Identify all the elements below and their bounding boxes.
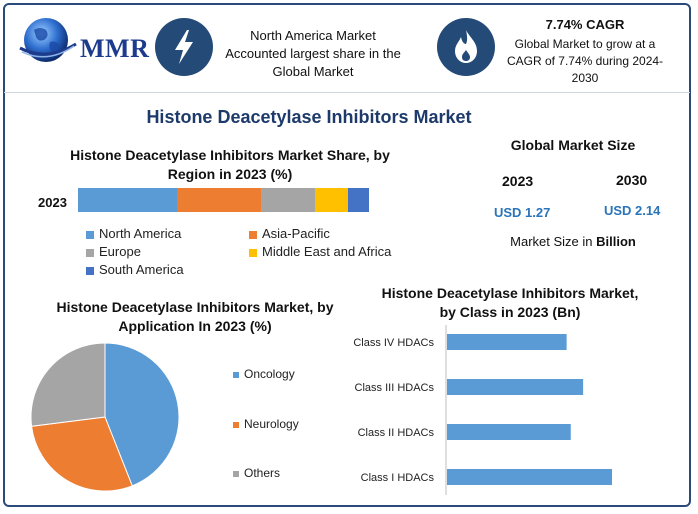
year-end-label: 2030 bbox=[616, 172, 648, 188]
region-segment-north-america bbox=[78, 188, 177, 212]
legend-item-asia-pacific: Asia-Pacific bbox=[249, 226, 330, 241]
class-label-class-iv-hdacs: Class IV HDACs bbox=[353, 337, 434, 349]
pie-slice-neurology bbox=[31, 416, 133, 492]
class-bar-class-ii-hdacs bbox=[447, 424, 571, 440]
region-segment-middle-east-and-africa bbox=[315, 188, 348, 212]
legend-item-south-america: South America bbox=[86, 262, 184, 277]
pie-slice-oncology bbox=[104, 342, 180, 487]
flame-icon bbox=[437, 18, 495, 76]
region-chart-title: Histone Deacetylase Inhibitors Market Sh… bbox=[70, 147, 390, 182]
market-size-unit-note: Market Size in Billion bbox=[488, 234, 658, 249]
main-title: Histone Deacetylase Inhibitors Market bbox=[146, 107, 472, 127]
class-bar-class-i-hdacs bbox=[447, 469, 612, 485]
market-note-prefix: Market Size in bbox=[510, 234, 593, 249]
globe-icon bbox=[19, 18, 77, 62]
legend-swatch bbox=[233, 470, 239, 477]
cagr-title: 7.74% CAGR bbox=[545, 17, 625, 32]
region-segment-europe bbox=[261, 188, 315, 212]
application-chart-title: Histone Deacetylase Inhibitors Market, b… bbox=[56, 299, 334, 334]
legend-swatch bbox=[249, 248, 257, 257]
logo-text: MMR bbox=[80, 34, 150, 63]
legend-item-north-america: North America bbox=[86, 226, 181, 241]
legend-item-middle-east-and-africa: Middle East and Africa bbox=[249, 244, 391, 259]
region-stacked-bar bbox=[78, 188, 369, 212]
region-year-label: 2023 bbox=[38, 195, 67, 210]
market-value-start: USD 1.27 bbox=[494, 205, 551, 220]
class-bar-chart: Class IV HDACs Class III HDACs Class II HD… bbox=[353, 325, 612, 495]
class-chart-title: Histone Deacetylase Inhibitors Market, b… bbox=[381, 285, 639, 320]
class-label-class-i-hdacs: Class I HDACs bbox=[361, 472, 435, 484]
legend-swatch bbox=[86, 248, 94, 257]
class-bar-class-iv-hdacs bbox=[447, 334, 567, 350]
legend-label: Oncology bbox=[244, 367, 295, 381]
infographic-frame bbox=[3, 3, 691, 507]
application-pie-chart bbox=[30, 342, 180, 492]
legend-swatch bbox=[233, 371, 239, 378]
legend-swatch bbox=[86, 266, 94, 275]
legend-item-europe: Europe bbox=[86, 244, 141, 259]
region-segment-asia-pacific bbox=[177, 188, 261, 212]
class-label-class-ii-hdacs: Class II HDACs bbox=[358, 427, 435, 439]
market-value-end: USD 2.14 bbox=[604, 203, 661, 218]
pie-legend-neurology: Neurology bbox=[233, 417, 299, 431]
lightning-icon bbox=[155, 18, 213, 76]
legend-label: Asia-Pacific bbox=[262, 226, 330, 241]
class-bar-class-iii-hdacs bbox=[447, 379, 584, 395]
region-segment-south-america bbox=[348, 188, 369, 212]
north-america-highlight: North America Market Accounted largest s… bbox=[225, 28, 401, 79]
legend-label: Others bbox=[244, 466, 281, 480]
year-start-label: 2023 bbox=[502, 173, 534, 189]
cagr-description: Global Market to grow at a CAGR of 7.74%… bbox=[506, 37, 664, 85]
pie-legend-oncology: Oncology bbox=[233, 367, 295, 381]
legend-swatch bbox=[86, 230, 94, 239]
legend-label: Middle East and Africa bbox=[262, 244, 392, 259]
legend-label: North America bbox=[99, 226, 182, 241]
legend-label: Neurology bbox=[244, 417, 299, 431]
market-note-unit: Billion bbox=[596, 234, 636, 249]
legend-label: Europe bbox=[99, 244, 141, 259]
pie-legend-others: Others bbox=[233, 466, 280, 480]
legend-swatch bbox=[233, 421, 239, 428]
header-divider bbox=[4, 92, 690, 93]
pie-slice-others bbox=[30, 342, 106, 427]
mmr-logo: MMR bbox=[12, 12, 149, 68]
class-label-class-iii-hdacs: Class III HDACs bbox=[355, 382, 435, 394]
global-market-title: Global Market Size bbox=[510, 137, 636, 153]
legend-swatch bbox=[249, 230, 257, 239]
legend-label: South America bbox=[99, 262, 184, 277]
